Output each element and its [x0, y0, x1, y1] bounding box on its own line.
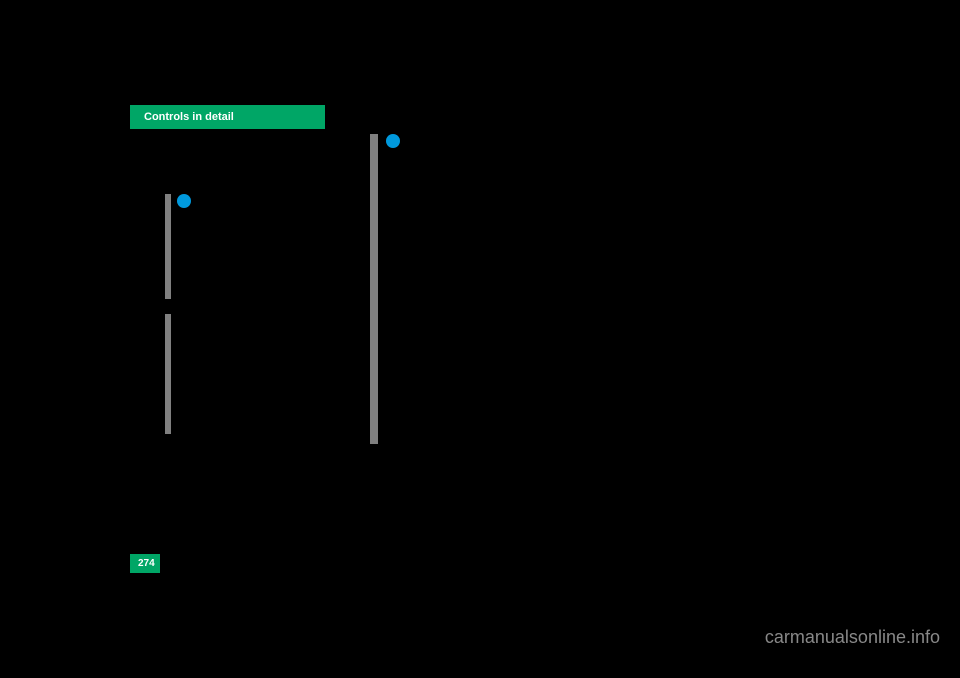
watermark-text: carmanualsonline.info [765, 627, 940, 647]
info-sidebar-bar [370, 134, 378, 444]
watermark: carmanualsonline.info [765, 627, 940, 648]
page-number-tab: 274 [130, 554, 160, 573]
info-sidebar-bar [165, 194, 171, 299]
section-header-tab: Controls in detail [130, 105, 325, 129]
info-icon [386, 134, 400, 148]
section-title: Controls in detail [144, 111, 234, 123]
info-sidebar-bar [165, 314, 171, 434]
page-number: 274 [138, 558, 155, 569]
info-icon [177, 194, 191, 208]
manual-page: Controls in detail [130, 105, 830, 575]
